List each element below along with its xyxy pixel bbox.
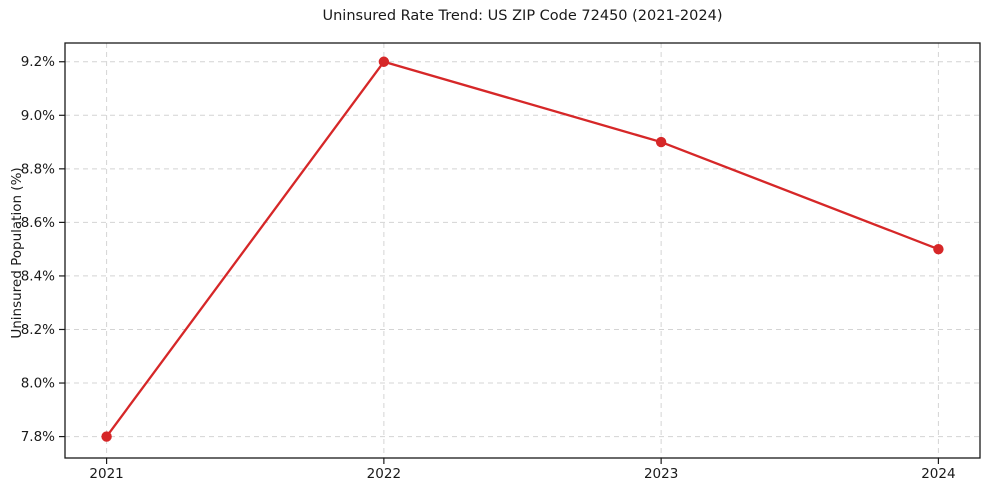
data-point bbox=[378, 56, 390, 67]
x-tick-label: 2024 bbox=[921, 466, 955, 482]
data-point bbox=[933, 243, 944, 255]
data-point bbox=[101, 431, 112, 442]
chart-title: Uninsured Rate Trend: US ZIP Code 72450 … bbox=[322, 8, 723, 24]
y-tick-label: 8.0% bbox=[21, 376, 55, 392]
x-tick-label: 2023 bbox=[644, 466, 678, 482]
x-tick-label: 2022 bbox=[367, 466, 401, 482]
y-tick-label: 8.6% bbox=[21, 215, 55, 231]
y-tick-label: 8.2% bbox=[21, 322, 55, 338]
y-tick-label: 7.8% bbox=[21, 429, 55, 445]
axes-frame bbox=[64, 42, 981, 459]
y-tick-label: 9.2% bbox=[21, 54, 55, 70]
y-tick-label: 9.0% bbox=[21, 108, 55, 124]
data-point bbox=[655, 136, 667, 148]
y-tick-label: 8.4% bbox=[21, 268, 55, 284]
y-tick-label: 8.8% bbox=[21, 161, 55, 177]
x-tick-label: 2021 bbox=[89, 466, 123, 482]
data-line bbox=[105, 60, 940, 438]
